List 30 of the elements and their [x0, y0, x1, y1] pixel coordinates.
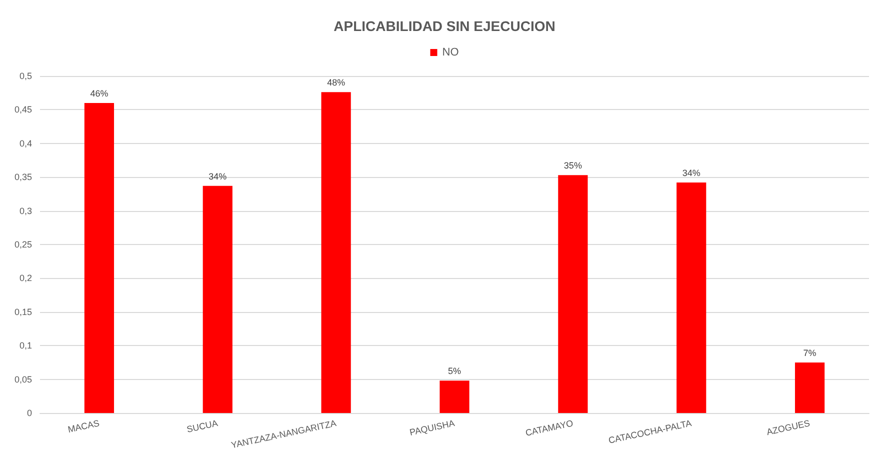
data-label: 7% [803, 348, 816, 358]
y-tick-label: 0,25 [14, 240, 32, 250]
y-tick-label: 0,45 [14, 104, 32, 115]
y-tick-label: 0 [26, 408, 32, 418]
bar [321, 92, 351, 413]
y-tick-label: 0,35 [14, 172, 32, 182]
y-tick-label: 0,05 [14, 374, 32, 384]
x-tick-label: MACAS [66, 418, 100, 435]
bar [440, 380, 470, 413]
y-tick-label: 0,15 [14, 306, 32, 317]
data-label: 46% [90, 88, 108, 98]
x-tick-label: SUCUA [186, 418, 219, 434]
y-tick-label: 0,5 [19, 71, 32, 81]
bar [558, 175, 588, 413]
bar [202, 186, 232, 413]
bar [794, 362, 825, 413]
y-tick-label: 0,3 [19, 206, 32, 216]
x-tick-label: AZOGUES [766, 418, 811, 438]
bar [84, 102, 114, 413]
data-label: 48% [327, 78, 346, 88]
y-tick-label: 0,2 [19, 273, 32, 284]
data-label: 5% [448, 366, 462, 376]
data-label: 34% [682, 168, 700, 178]
data-label: 34% [208, 171, 227, 182]
chart-title: APLICABILIDAD SIN EJECUCION [334, 18, 556, 34]
bar [676, 182, 706, 413]
y-tick-label: 0,1 [19, 340, 32, 351]
data-label: 35% [564, 160, 582, 171]
y-tick-label: 0,4 [19, 138, 32, 148]
legend-label: NO [442, 46, 460, 58]
